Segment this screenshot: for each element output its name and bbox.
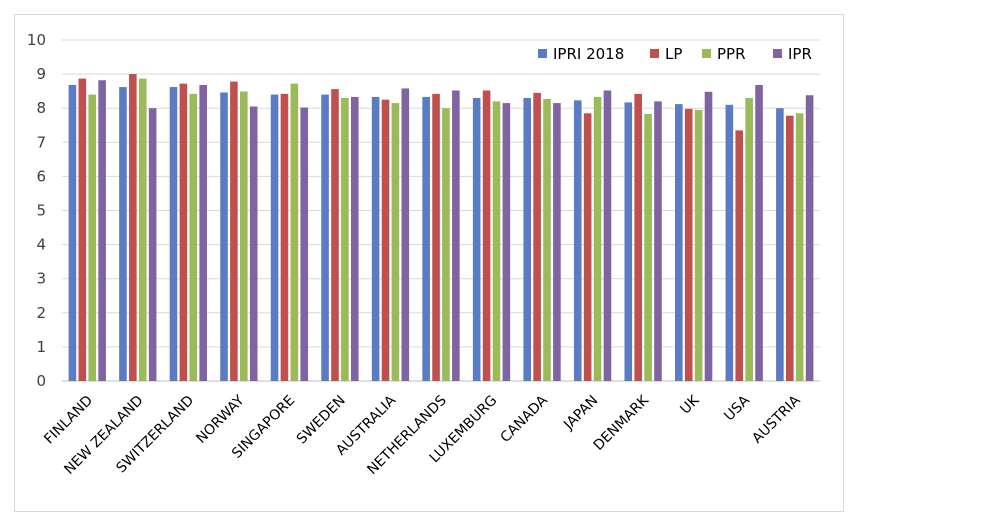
bar-ipr	[148, 108, 157, 381]
bar-lp	[280, 93, 289, 382]
bar-lp	[735, 130, 744, 381]
bar-ipri-2018	[169, 87, 178, 382]
legend-label: LP	[665, 45, 682, 63]
bar-ppr	[88, 94, 97, 381]
bar-ipr	[603, 90, 612, 381]
bar-ppr	[543, 98, 551, 382]
bar-lp	[583, 113, 592, 381]
y-tick-label: 3	[36, 270, 46, 288]
bar-ipr	[98, 80, 106, 381]
bar-lp	[381, 99, 390, 382]
legend-label: IPR	[788, 45, 812, 63]
bar-ipri-2018	[725, 104, 734, 381]
bar-ipr	[704, 91, 713, 381]
x-tick-label: CANADA	[497, 392, 551, 446]
bar-ppr	[240, 91, 248, 381]
bar-ipri-2018	[624, 102, 633, 381]
bar-ppr	[492, 101, 501, 381]
bar-ipri-2018	[422, 96, 430, 382]
bar-lp	[129, 74, 137, 381]
y-tick-label: 1	[36, 338, 46, 356]
bar-ipri-2018	[675, 104, 683, 381]
bar-lp	[634, 93, 642, 382]
x-tick-label: DENMARK	[591, 392, 653, 454]
x-tick-label: UK	[677, 392, 703, 418]
bar-ipri-2018	[68, 85, 77, 382]
legend-swatch	[773, 49, 782, 58]
bar-ppr	[138, 78, 147, 382]
bar-ipri-2018	[472, 97, 481, 381]
y-tick-label: 6	[36, 167, 46, 185]
bar-ppr	[795, 113, 804, 381]
y-tick-label: 5	[36, 202, 46, 220]
bar-ipr	[300, 107, 309, 381]
bar-ipri-2018	[270, 94, 279, 381]
bar-ppr	[644, 113, 652, 381]
bar-ppr	[189, 93, 198, 382]
bar-ipr	[553, 103, 561, 382]
bar-ipr	[249, 106, 258, 382]
bar-lp	[533, 92, 541, 381]
bar-ppr	[694, 109, 703, 381]
bar-ppr	[290, 83, 299, 381]
y-tick-label: 0	[36, 372, 46, 390]
bar-lp	[230, 81, 238, 382]
legend-swatch	[650, 49, 659, 58]
y-tick-label: 8	[36, 99, 46, 117]
bar-ipri-2018	[220, 92, 228, 381]
bar-ppr	[391, 103, 400, 382]
bar-ipr	[199, 85, 207, 382]
bar-lp	[785, 115, 794, 382]
y-tick-label: 2	[36, 304, 46, 322]
legend-label: PPR	[717, 45, 746, 63]
x-tick-label: AUSTRIA	[749, 392, 804, 447]
bar-ipri-2018	[573, 100, 582, 382]
x-tick-label: JAPAN	[560, 393, 601, 434]
y-tick-label: 9	[36, 65, 46, 83]
legend-swatch	[538, 49, 547, 58]
bar-lp	[179, 83, 188, 381]
bar-ipr	[805, 95, 814, 381]
bar-lp	[432, 93, 440, 382]
bar-ppr	[442, 108, 450, 381]
bar-ipri-2018	[119, 87, 127, 382]
bar-ppr	[745, 97, 753, 381]
bar-ipr	[502, 103, 511, 382]
bar-ipr	[452, 90, 460, 381]
y-tick-label: 7	[36, 133, 46, 151]
legend-label: IPRI 2018	[553, 45, 624, 63]
bar-lp	[482, 90, 491, 381]
bar-ipri-2018	[776, 108, 784, 381]
bar-lp	[684, 108, 693, 381]
bar-ppr	[341, 97, 349, 381]
legend-swatch	[702, 49, 711, 58]
bar-ppr	[593, 96, 602, 382]
bar-ipr	[755, 85, 763, 382]
bar-lp	[78, 78, 87, 382]
y-tick-label: 10	[27, 31, 46, 49]
bar-ipri-2018	[321, 94, 329, 381]
x-tick-label: USA	[721, 392, 753, 424]
bar-ipri-2018	[371, 96, 380, 382]
bar-ipr	[401, 88, 410, 381]
bar-lp	[331, 89, 339, 381]
y-tick-label: 4	[36, 236, 46, 254]
bar-ipr	[654, 101, 662, 381]
bar-ipr	[350, 96, 359, 382]
bar-ipri-2018	[523, 97, 532, 381]
